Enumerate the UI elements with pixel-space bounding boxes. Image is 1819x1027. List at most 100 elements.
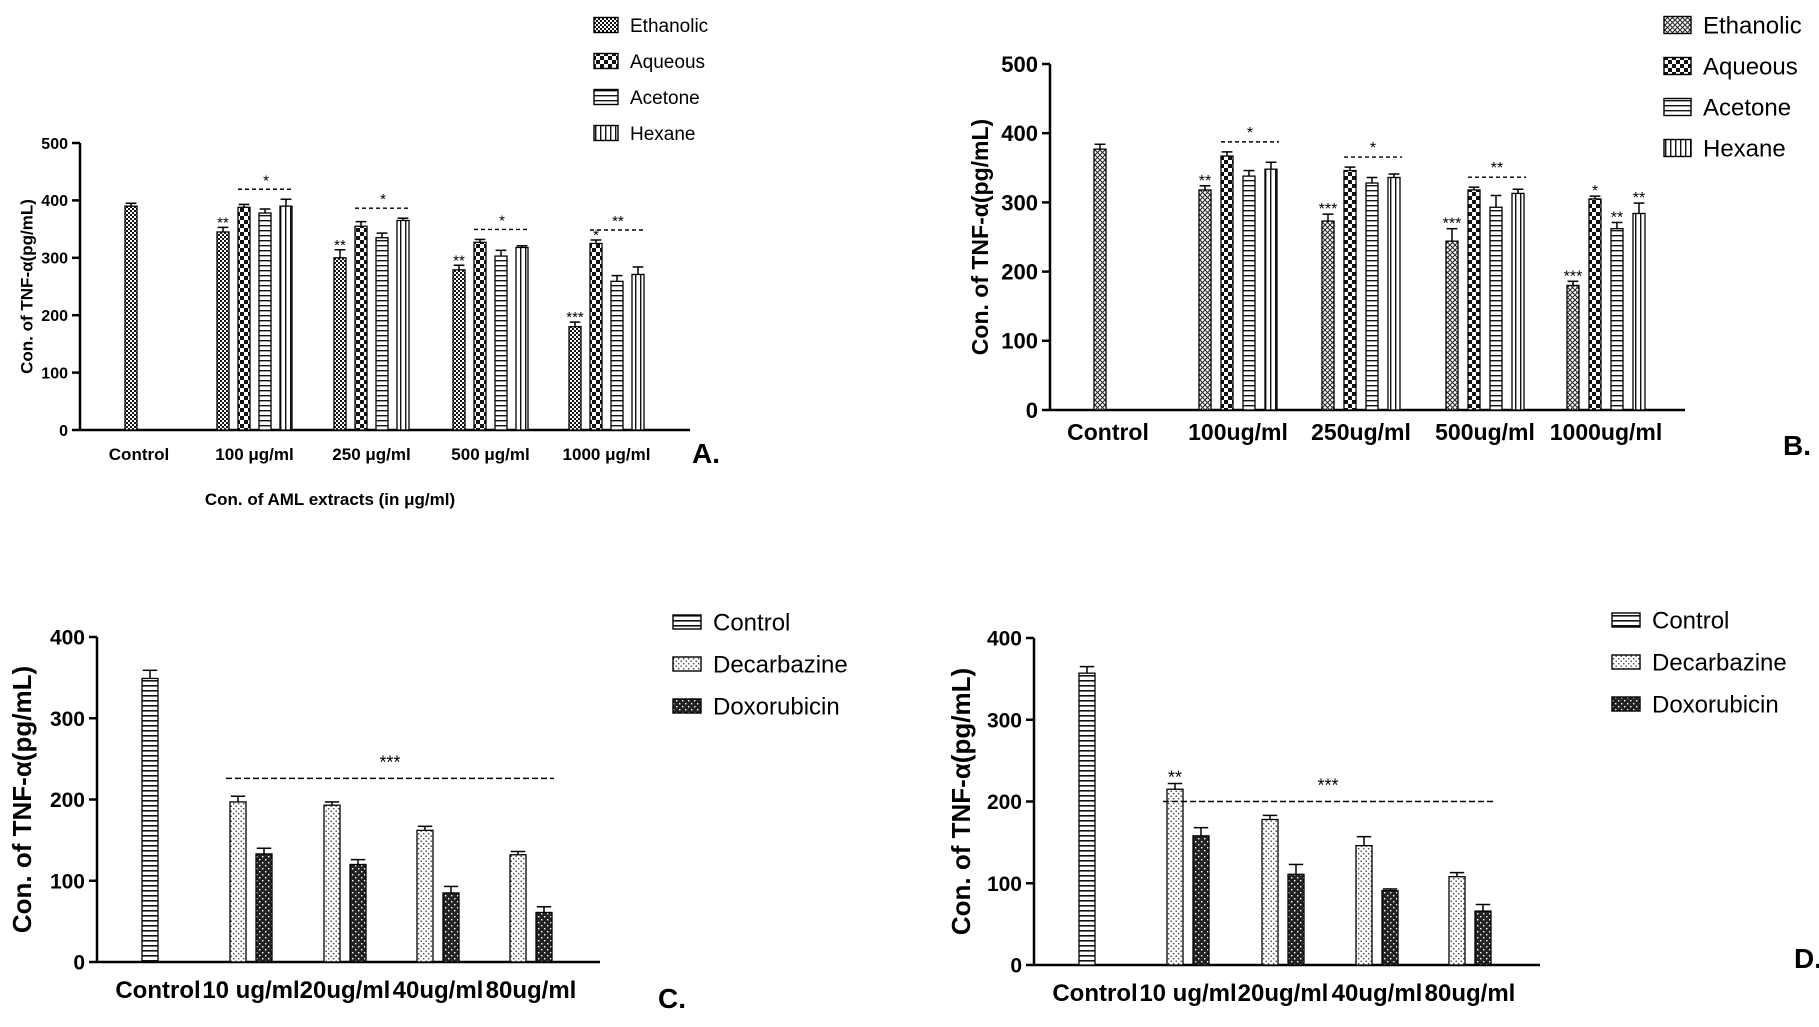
- bar: [1261, 818, 1279, 966]
- legend-swatch: [1663, 56, 1692, 76]
- x-category-label: 1000 μg/ml: [563, 445, 651, 464]
- bar: [237, 206, 251, 431]
- y-tick-label: 500: [41, 136, 68, 153]
- bar: [124, 205, 138, 431]
- y-tick-label: 400: [41, 193, 68, 210]
- significance-label: **: [612, 213, 624, 230]
- chart-panel-a: 0 100 200 300 400 500 Con. of TNF-α(pg/mL) Cont…: [17, 16, 720, 509]
- legend-label: Aqueous: [1703, 54, 1798, 81]
- legend-label: Acetone: [630, 88, 700, 109]
- significance-label: *: [593, 227, 599, 244]
- y-tick-label: 500: [1001, 52, 1038, 77]
- panel-label: D.: [1794, 943, 1819, 974]
- significance-label: **: [453, 252, 465, 269]
- legend-swatch: [1663, 15, 1692, 35]
- bar: [1321, 220, 1335, 411]
- bar: [442, 892, 460, 963]
- bar: [1355, 844, 1373, 966]
- bar: [1511, 192, 1525, 411]
- y-axis-label: Con. of TNF-α(pg/mL): [946, 668, 976, 935]
- y-tick-label: 300: [987, 709, 1022, 732]
- y-tick-label: 100: [50, 870, 85, 893]
- significance-label: **: [1199, 173, 1211, 190]
- x-category-label: 80ug/ml: [486, 977, 577, 1004]
- legend-swatch: [593, 16, 619, 34]
- x-category-label: 20ug/ml: [300, 977, 391, 1004]
- x-category-label: 500 μg/ml: [451, 445, 529, 464]
- significance-label: ***: [1564, 268, 1583, 285]
- y-tick-label: 300: [1001, 190, 1038, 215]
- y-axis-label: Con. of TNF-α(pg/mL): [17, 199, 36, 374]
- bar: [1166, 788, 1184, 966]
- y-tick-label: 100: [41, 365, 68, 382]
- significance-label: *: [1592, 183, 1598, 200]
- bar: [1632, 212, 1646, 411]
- legend-swatch: [672, 656, 702, 672]
- y-tick-label: 100: [987, 873, 1022, 896]
- significance-label: **: [1491, 160, 1503, 177]
- x-category-label: Control: [109, 445, 169, 464]
- y-tick-label: 0: [1010, 955, 1022, 978]
- bar: [535, 911, 553, 963]
- x-category-label: 250 μg/ml: [332, 445, 410, 464]
- legend-swatch: [1611, 654, 1641, 670]
- significance-label: **: [1168, 768, 1182, 788]
- bar: [1220, 155, 1234, 411]
- bar: [1365, 182, 1379, 411]
- bar: [375, 237, 389, 431]
- chart-panel-d: 0 100 200 300 400 Con. of TNF-α(pg/mL) Control…: [946, 608, 1819, 1007]
- bar: [1566, 284, 1580, 411]
- x-category-label: 40ug/ml: [393, 977, 484, 1004]
- bar: [631, 273, 645, 431]
- bar: [229, 801, 247, 963]
- x-category-label: 20ug/ml: [1238, 980, 1329, 1007]
- panel-label: C.: [658, 983, 686, 1014]
- significance-label: *: [499, 212, 505, 229]
- y-tick-label: 300: [41, 251, 68, 268]
- y-tick-label: 200: [41, 308, 68, 325]
- x-category-label: 10 ug/ml: [202, 977, 299, 1004]
- significance-label: ***: [1319, 201, 1338, 218]
- significance-label: **: [217, 214, 229, 231]
- legend-swatch: [1663, 138, 1692, 158]
- y-tick-label: 0: [73, 952, 85, 975]
- y-tick-label: 400: [1001, 121, 1038, 146]
- x-category-label: Control: [115, 977, 200, 1004]
- legend-label: Decarbazine: [713, 652, 848, 679]
- legend-label: Aqueous: [630, 52, 705, 73]
- y-tick-label: 200: [1001, 260, 1038, 285]
- bar: [515, 246, 529, 431]
- legend-label: Acetone: [1703, 95, 1791, 122]
- y-tick-label: 200: [987, 791, 1022, 814]
- bar: [473, 241, 487, 431]
- x-category-label: 80ug/ml: [1425, 980, 1516, 1007]
- legend-label: Hexane: [1703, 136, 1786, 163]
- bar: [1093, 148, 1107, 411]
- bar: [1287, 873, 1305, 966]
- legend-label: Decarbazine: [1652, 650, 1787, 677]
- bar: [589, 242, 603, 431]
- panel-label: A.: [692, 438, 720, 469]
- bar: [1343, 169, 1357, 411]
- bar: [396, 219, 410, 431]
- bar: [1448, 876, 1466, 966]
- legend-label: Ethanolic: [630, 16, 708, 37]
- significance-label: **: [1611, 209, 1623, 226]
- significance-label: *: [263, 172, 269, 189]
- bar: [1264, 168, 1278, 411]
- legend-swatch: [672, 614, 702, 630]
- bar: [141, 677, 159, 963]
- bar: [416, 829, 434, 963]
- legend-swatch: [1611, 696, 1641, 712]
- significance-label: *: [1247, 125, 1253, 142]
- y-tick-label: 100: [1001, 329, 1038, 354]
- bar: [255, 853, 273, 963]
- bar: [610, 280, 624, 431]
- bar: [1381, 889, 1399, 966]
- bar: [568, 326, 582, 431]
- significance-label: **: [1633, 190, 1645, 207]
- legend-swatch: [1611, 612, 1641, 628]
- y-axis-label: Con. of TNF-α(pg/mL): [967, 119, 993, 355]
- bar: [279, 205, 293, 431]
